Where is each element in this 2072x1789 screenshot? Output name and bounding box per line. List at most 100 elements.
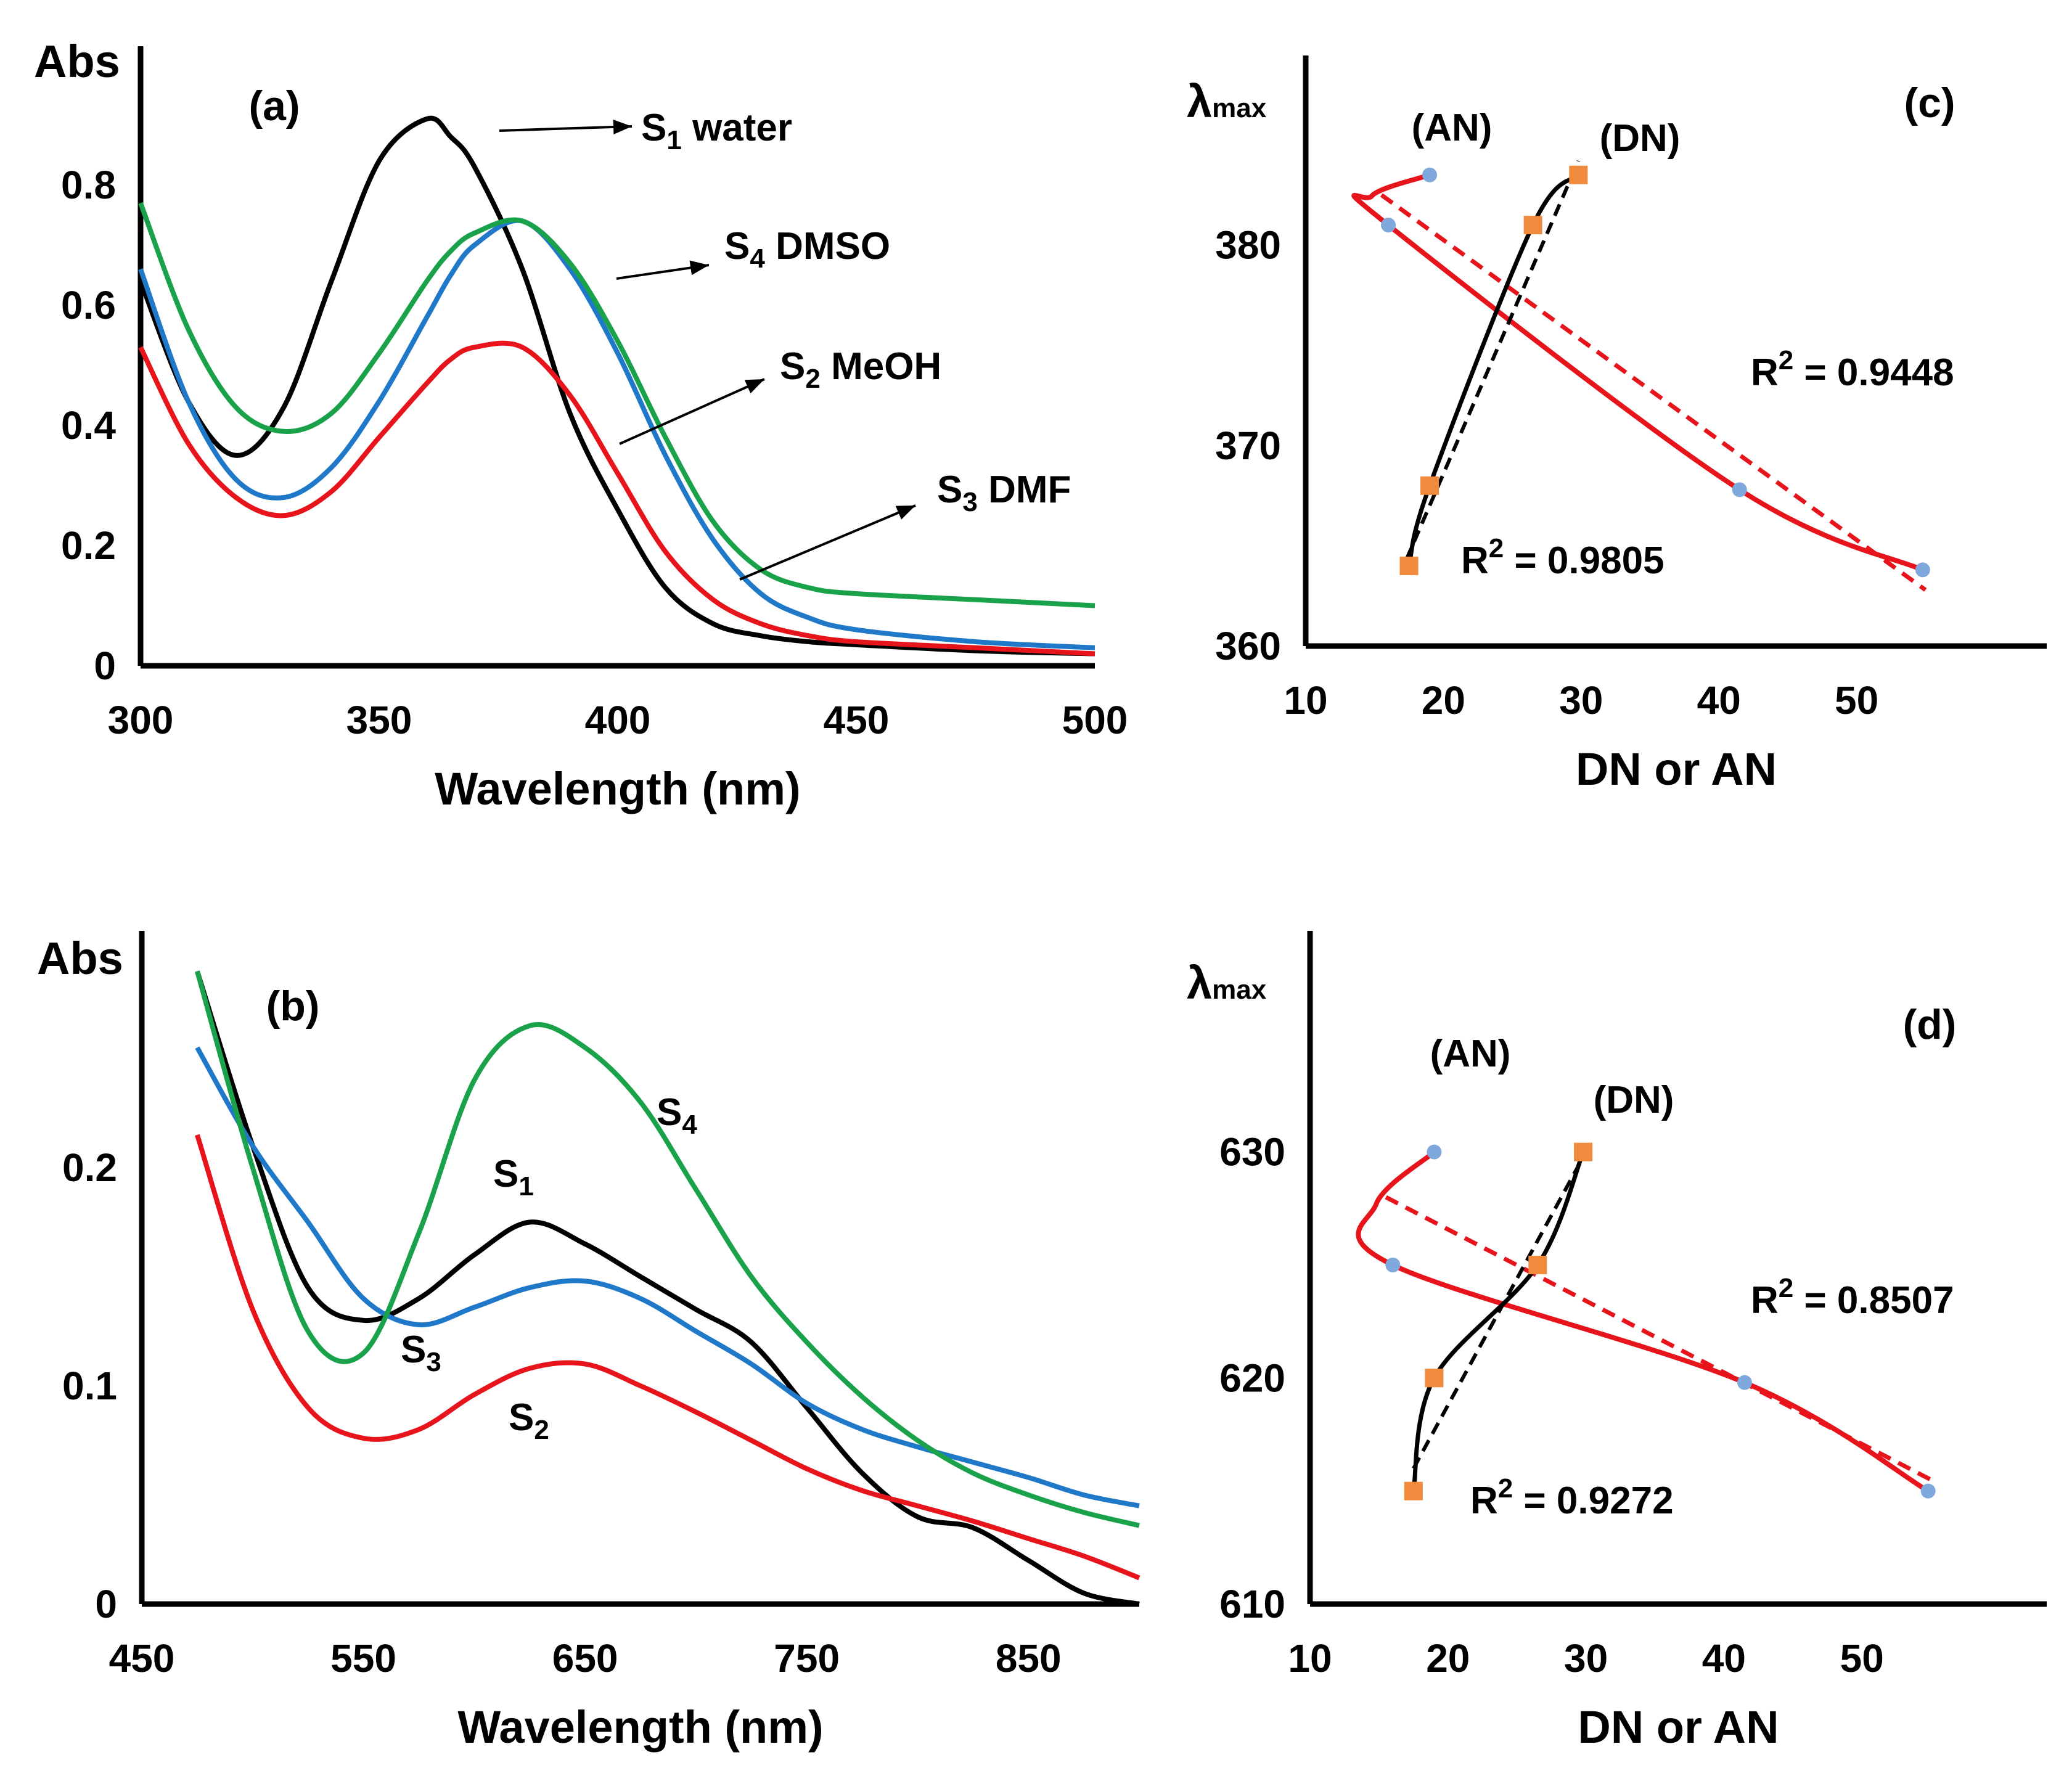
y-tick-label: 0.8 [61, 163, 116, 207]
x-tick-label: 650 [552, 1636, 618, 1681]
series-line-s2-meoh [138, 340, 1095, 657]
series-label-main: S [724, 225, 750, 268]
panel-label: (c) [1904, 80, 1955, 126]
r-squared-exponent: 2 [1779, 345, 1793, 375]
y-axis-title: Abs [37, 933, 123, 984]
lambda-glyph: λ [1187, 957, 1212, 1009]
x-tick-label: 40 [1702, 1636, 1746, 1681]
dn-linear-trendline [1412, 1151, 1588, 1470]
annotation-arrowhead [744, 379, 764, 394]
x-tick-label: 500 [1062, 698, 1128, 742]
x-tick-label: 50 [1840, 1636, 1884, 1681]
an-data-point [1920, 1483, 1936, 1499]
an-fit-curve [1351, 173, 1924, 573]
series-label: S4 DMSO [724, 225, 890, 274]
series-label-main: S [509, 1396, 534, 1439]
series-label-subscript: 2 [805, 364, 820, 394]
annotation-arrowhead [689, 260, 709, 276]
an-series-label: (AN) [1412, 107, 1493, 149]
x-tick-label: 40 [1697, 678, 1741, 723]
series-label-main: S [401, 1328, 426, 1371]
y-tick-label: 630 [1219, 1130, 1285, 1174]
dn-r-squared: R2 = 0.9272 [1470, 1473, 1674, 1522]
series-line-s3-dmf [138, 218, 1095, 650]
dn-series-label: (DN) [1594, 1079, 1674, 1121]
series-label: S4 [657, 1091, 697, 1140]
x-tick-label: 350 [346, 698, 412, 742]
dn-data-point [1425, 1369, 1444, 1388]
an-data-point [1385, 1258, 1401, 1272]
r-squared-exponent: 2 [1779, 1273, 1793, 1303]
x-tick-label: 450 [824, 698, 890, 742]
an-data-point [1732, 482, 1747, 497]
x-axis-title: DN or AN [1578, 1701, 1779, 1753]
series-label-main: S [657, 1091, 682, 1134]
dn-r-squared: R2 = 0.9805 [1461, 533, 1665, 582]
panel-a: 300 350 400 450 500 0 0.2 0.4 0.6 0.8 Wavelength (… [34, 36, 1128, 814]
x-axis-title: Wavelength (nm) [435, 763, 800, 814]
series-line-s1-water [138, 115, 1095, 657]
series-line-s4-dmso [138, 202, 1095, 608]
series-label: S2 [509, 1396, 549, 1445]
dn-data-point [1404, 1481, 1423, 1500]
panel-label: (a) [248, 83, 300, 129]
x-axis-title: Wavelength (nm) [457, 1701, 823, 1753]
r-squared-symbol: R [1751, 351, 1779, 394]
series-label-subscript: 4 [682, 1110, 697, 1140]
x-tick-label: 20 [1426, 1636, 1470, 1681]
x-tick-label: 400 [585, 698, 651, 742]
lambda-subscript: max [1212, 975, 1267, 1005]
x-tick-label: 450 [109, 1636, 175, 1681]
annotation-arrow-line [739, 504, 916, 581]
series-label-subscript: 1 [666, 125, 681, 155]
x-tick-label: 30 [1564, 1636, 1608, 1681]
dn-data-point [1523, 216, 1542, 235]
r-squared-exponent: 2 [1498, 1473, 1513, 1504]
series-label-subscript: 2 [534, 1415, 549, 1445]
an-data-point [1737, 1375, 1752, 1390]
r-squared-symbol: R [1461, 539, 1489, 582]
panel-d: 10 20 30 40 50 610 620 630 DN or AN λmax (d) (AN) (D… [1187, 931, 2047, 1753]
r-squared-exponent: 2 [1489, 533, 1504, 563]
x-axis-title: DN or AN [1576, 743, 1777, 795]
series-label-rest: DMF [978, 469, 1071, 511]
y-tick-label: 380 [1215, 223, 1281, 268]
series-label-rest: water [682, 107, 792, 149]
dn-series-label: (DN) [1600, 117, 1681, 160]
series-label-main: S [937, 469, 962, 511]
an-data-point [1427, 1144, 1442, 1160]
dn-fit-curve [1411, 1151, 1586, 1492]
series-label-main: S [780, 345, 805, 388]
y-axis-title: λmax [1187, 957, 1267, 1009]
series-label-subscript: 4 [750, 244, 765, 274]
x-tick-label: 850 [996, 1636, 1062, 1681]
an-data-point [1381, 218, 1396, 233]
series-label-rest: MeOH [821, 345, 941, 388]
y-tick-label: 0.2 [62, 1145, 117, 1190]
y-tick-label: 0 [94, 644, 116, 688]
annotation-arrowhead [613, 119, 632, 134]
series-label-rest: DMSO [765, 225, 890, 268]
x-tick-label: 750 [774, 1636, 840, 1681]
an-r-squared: R2 = 0.9448 [1751, 345, 1954, 394]
y-tick-label: 0.6 [61, 283, 116, 327]
y-axis-title: Abs [34, 36, 120, 87]
dn-data-point [1399, 556, 1419, 575]
annotation-arrow-line [499, 125, 633, 132]
an-data-point [1422, 167, 1438, 182]
series-line-s3 [195, 1046, 1140, 1509]
y-tick-label: 360 [1215, 624, 1281, 668]
series-label: S1 water [641, 107, 792, 155]
y-tick-label: 610 [1219, 1582, 1285, 1626]
an-data-point [1915, 562, 1930, 578]
r-squared-value: = 0.9272 [1513, 1480, 1673, 1522]
series-label-subscript: 3 [426, 1347, 441, 1377]
series-line-s1 [195, 970, 1140, 1607]
y-tick-label: 0.1 [62, 1364, 117, 1408]
panel-label: (d) [1903, 1001, 1957, 1048]
series-label-subscript: 3 [962, 487, 977, 517]
x-tick-label: 20 [1422, 678, 1465, 723]
x-tick-label: 10 [1284, 678, 1327, 723]
x-tick-label: 30 [1559, 678, 1603, 723]
y-tick-label: 0.4 [61, 403, 116, 448]
